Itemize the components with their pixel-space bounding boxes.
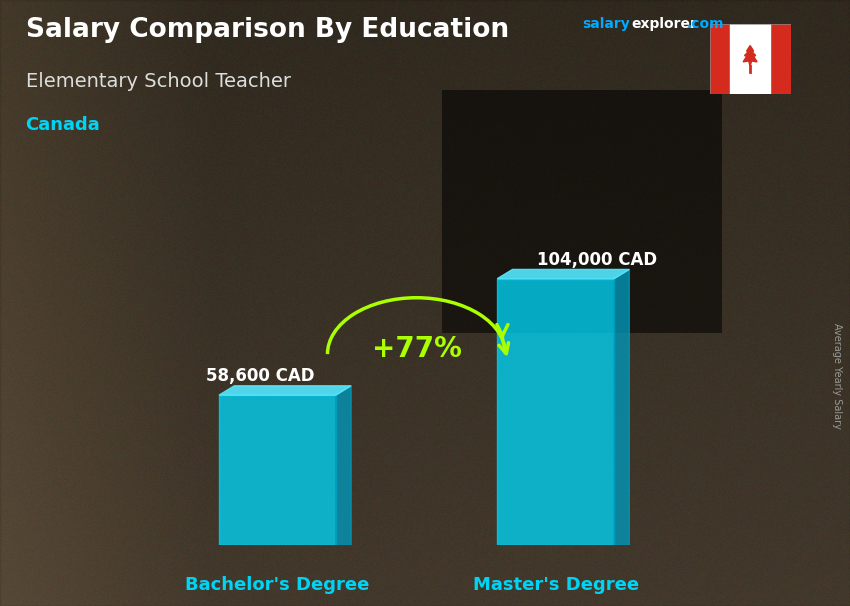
Polygon shape	[743, 45, 757, 67]
Bar	[497, 279, 614, 545]
Text: 58,600 CAD: 58,600 CAD	[207, 367, 315, 385]
Text: 104,000 CAD: 104,000 CAD	[537, 250, 657, 268]
Bar	[730, 24, 770, 94]
Bar	[219, 395, 336, 545]
Bar	[710, 24, 730, 94]
Polygon shape	[336, 386, 351, 545]
Bar	[770, 24, 790, 94]
Text: Canada: Canada	[26, 116, 100, 135]
Polygon shape	[614, 270, 629, 545]
Text: explorer: explorer	[632, 17, 697, 31]
Text: Elementary School Teacher: Elementary School Teacher	[26, 72, 291, 90]
Text: Salary Comparison By Education: Salary Comparison By Education	[26, 17, 508, 43]
Polygon shape	[497, 270, 629, 279]
Text: Master's Degree: Master's Degree	[473, 576, 638, 594]
Text: .com: .com	[687, 17, 724, 31]
Text: +77%: +77%	[371, 335, 462, 363]
Text: salary: salary	[582, 17, 630, 31]
Polygon shape	[219, 386, 351, 395]
Text: Average Yearly Salary: Average Yearly Salary	[832, 323, 842, 428]
Text: Bachelor's Degree: Bachelor's Degree	[185, 576, 370, 594]
